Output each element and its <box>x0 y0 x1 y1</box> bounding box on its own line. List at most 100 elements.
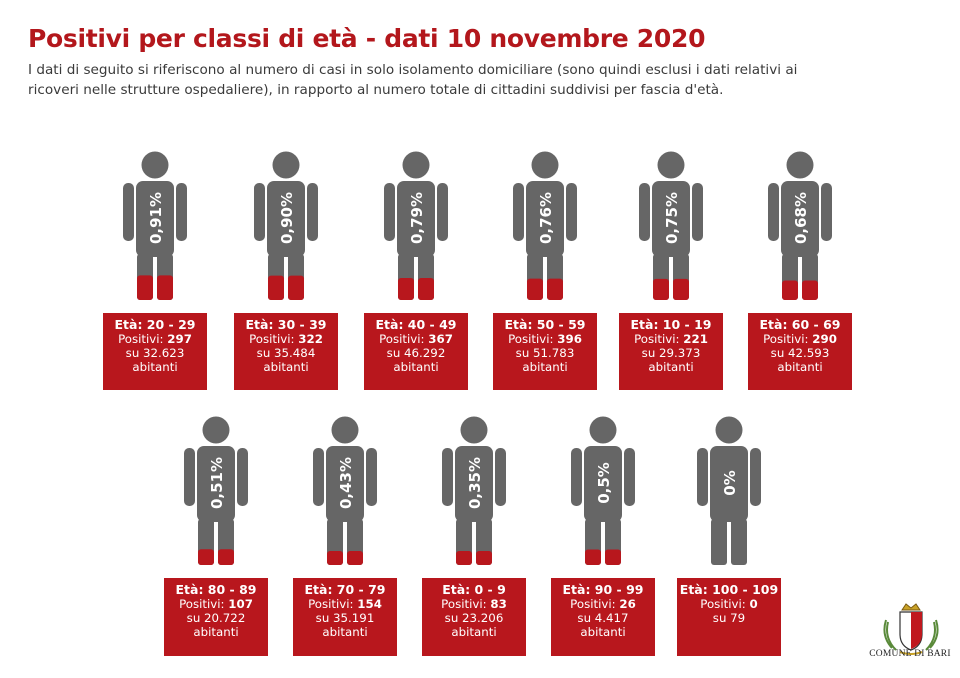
age-group-7: 0,43% <box>280 415 410 569</box>
person-head <box>786 151 814 179</box>
age-group-3: 0,76% <box>480 150 610 304</box>
age-range-label: Età: 90 - 99 <box>562 582 644 597</box>
percent-label: 0% <box>721 470 739 495</box>
percent-label: 0,79% <box>408 192 426 244</box>
population-value: su 46.292 <box>386 346 446 360</box>
age-range-label: Età: 0 - 9 <box>442 582 506 597</box>
positivi-line: Positivi: 322 <box>236 332 336 346</box>
person-torso <box>197 446 235 522</box>
positivi-line: Positivi: 297 <box>105 332 205 346</box>
person-head <box>460 416 488 444</box>
percent-fill-left <box>198 549 214 565</box>
population-value: su 29.373 <box>641 346 701 360</box>
positivi-line: Positivi: 0 <box>679 597 779 611</box>
positivi-value: 367 <box>428 332 453 346</box>
person-left-arm <box>123 183 134 241</box>
person-left-arm <box>384 183 395 241</box>
percent-label: 0,91% <box>147 192 165 244</box>
population-value: su 32.623 <box>125 346 185 360</box>
age-range-label: Età: 30 - 39 <box>245 317 327 332</box>
person-left-arm <box>768 183 779 241</box>
person-head <box>402 151 430 179</box>
positivi-line: Positivi: 396 <box>495 332 595 346</box>
logo-text: COMUNE DI BARI <box>869 649 951 659</box>
age-group-5: 0,68% <box>735 150 865 304</box>
person-figure: 0,68% <box>768 151 832 300</box>
person-head <box>657 151 685 179</box>
positivi-value: 322 <box>298 332 323 346</box>
person-torso <box>710 446 748 522</box>
percent-label: 0,43% <box>337 457 355 509</box>
person-torso <box>526 181 564 257</box>
population-unit: abitanti <box>522 360 568 374</box>
positivi-line: Positivi: 83 <box>424 597 524 611</box>
person-right-arm <box>566 183 577 241</box>
person-figure: 0,43% <box>313 416 377 565</box>
percent-fill-left <box>268 275 284 300</box>
population-unit: abitanti <box>322 625 368 639</box>
person-figure: 0,76% <box>513 151 577 300</box>
percent-fill-left <box>585 549 601 565</box>
percent-label: 0,75% <box>663 192 681 244</box>
age-group-info-box: Età: 30 - 39 Positivi: 322 su 35.484 abitan… <box>234 313 338 390</box>
person-head <box>202 416 230 444</box>
person-torso <box>652 181 690 257</box>
age-group-4: 0,75% <box>606 150 736 304</box>
person-head <box>589 416 617 444</box>
positivi-label: Positivi: <box>249 332 299 346</box>
person-head <box>141 151 169 179</box>
positivi-line: Positivi: 107 <box>166 597 266 611</box>
age-group-2: 0,79% <box>351 150 481 304</box>
positivi-value: 221 <box>683 332 708 346</box>
population-unit: abitanti <box>263 360 309 374</box>
population-value: su 4.417 <box>577 611 629 625</box>
person-figure: 0,51% <box>184 416 248 565</box>
population-unit: abitanti <box>580 625 626 639</box>
percent-fill-left <box>398 278 414 300</box>
person-left-arm <box>184 448 195 506</box>
person-head <box>272 151 300 179</box>
person-head <box>715 416 743 444</box>
person-figure: 0,79% <box>384 151 448 300</box>
population-unit: abitanti <box>193 625 239 639</box>
percent-fill-left <box>327 550 343 565</box>
positivi-label: Positivi: <box>308 597 358 611</box>
percent-fill-right <box>673 278 689 300</box>
percent-label: 0,51% <box>208 457 226 509</box>
person-figure: 0,91% <box>123 151 187 300</box>
age-group-10: 0% <box>664 415 794 569</box>
person-left-arm <box>697 448 708 506</box>
person-figure: 0,75% <box>639 151 703 300</box>
person-figure: 0,5% <box>571 416 635 565</box>
person-right-arm <box>307 183 318 241</box>
page-subtitle: I dati di seguito si riferiscono al nume… <box>28 62 798 98</box>
page-title: Positivi per classi di età - dati 10 nov… <box>28 24 706 53</box>
age-group-6: 0,51% <box>151 415 281 569</box>
positivi-label: Positivi: <box>634 332 684 346</box>
positivi-line: Positivi: 221 <box>621 332 721 346</box>
percent-fill-right <box>605 549 621 565</box>
person-left-arm <box>254 183 265 241</box>
population-unit: abitanti <box>777 360 823 374</box>
age-group-1: 0,90% <box>221 150 351 304</box>
percent-fill-left <box>527 278 543 300</box>
population-unit: abitanti <box>451 625 497 639</box>
person-torso <box>397 181 435 257</box>
positivi-line: Positivi: 290 <box>750 332 850 346</box>
age-group-0: 0,91% <box>90 150 220 304</box>
percent-label: 0,90% <box>278 192 296 244</box>
age-group-info-box: Età: 0 - 9 Positivi: 83 su 23.206 abitanti <box>422 578 526 656</box>
percent-fill-right <box>418 278 434 300</box>
positivi-value: 396 <box>557 332 582 346</box>
age-range-label: Età: 60 - 69 <box>759 317 841 332</box>
age-group-info-box: Età: 80 - 89 Positivi: 107 su 20.722 abitan… <box>164 578 268 656</box>
person-left-arm <box>571 448 582 506</box>
age-group-info-box: Età: 70 - 79 Positivi: 154 su 35.191 abitan… <box>293 578 397 656</box>
positivi-value: 290 <box>812 332 837 346</box>
positivi-label: Positivi: <box>570 597 620 611</box>
person-right-arm <box>366 448 377 506</box>
age-range-label: Età: 20 - 29 <box>114 317 196 332</box>
age-group-info-box: Età: 100 - 109 Positivi: 0 su 79 <box>677 578 781 656</box>
positivi-label: Positivi: <box>441 597 491 611</box>
person-right-arm <box>437 183 448 241</box>
